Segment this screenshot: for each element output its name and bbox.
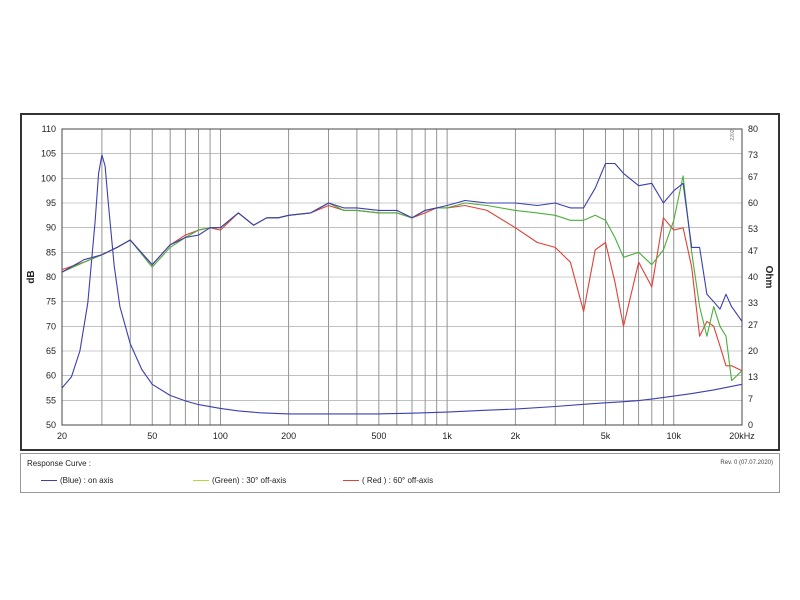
x-tick-label: 20 — [57, 431, 67, 441]
legend-swatch-green — [193, 480, 209, 481]
y2-tick-label: 7 — [748, 394, 753, 404]
legend-label-blue: (Blue) : on axis — [60, 476, 114, 485]
legend-swatch-red — [343, 480, 359, 481]
y-tick-label: 75 — [46, 297, 56, 307]
x-tick-label: 200 — [281, 431, 296, 441]
x-tick-label: 2k — [511, 431, 521, 441]
y2-note-label: 2202 — [730, 129, 736, 140]
legend-item-red: ( Red ) : 60° off-axis — [343, 476, 433, 485]
y2-tick-label: 73 — [748, 150, 758, 160]
y-tick-label: 95 — [46, 198, 56, 208]
x-tick-label: 20kHz — [729, 431, 755, 441]
y-tick-label: 60 — [46, 371, 56, 381]
y2-tick-label: 27 — [748, 320, 758, 330]
series-line-blue — [61, 162, 743, 322]
y2-tick-label: 67 — [748, 172, 758, 182]
y-axis-label: dB — [26, 270, 37, 283]
y-tick-label: 50 — [46, 420, 56, 430]
series-line-red — [61, 204, 743, 372]
legend-swatch-blue — [41, 480, 57, 481]
y2-tick-label: 80 — [748, 124, 758, 134]
plot-area-border — [61, 128, 743, 426]
x-tick-label: 10k — [667, 431, 682, 441]
legend-item-blue: (Blue) : on axis — [41, 476, 113, 485]
legend-item-green: (Green) : 30° off-axis — [193, 476, 286, 485]
y2-tick-label: 60 — [748, 198, 758, 208]
legend-label-green: (Green) : 30° off-axis — [212, 476, 287, 485]
y2-tick-label: 40 — [748, 272, 758, 282]
y-tick-label: 90 — [46, 223, 56, 233]
y-tick-label: 85 — [46, 247, 56, 257]
y-tick-label: 100 — [41, 173, 56, 183]
frequency-response-chart: 50 55 60 65 70 75 80 85 90 95 100 105 110 0 7 13 20 27 33 4… — [26, 124, 774, 441]
y-tick-label: 70 — [46, 321, 56, 331]
y2-tick-label: 20 — [748, 346, 758, 356]
y2-axis-label: Ohm — [763, 266, 774, 289]
y-tick-label: 105 — [41, 149, 56, 159]
series-line-impedance — [61, 154, 743, 415]
x-tick-label: 50 — [147, 431, 157, 441]
y-tick-label: 65 — [46, 346, 56, 356]
x-tick-label: 5k — [601, 431, 611, 441]
y2-tick-label: 0 — [748, 420, 753, 430]
y2-tick-label: 53 — [748, 224, 758, 234]
legend-title: Response Curve : — [27, 459, 92, 468]
chart-frame: 50 55 60 65 70 75 80 85 90 95 100 105 110 0 7 13 20 27 33 4… — [20, 113, 780, 451]
y2-tick-label: 13 — [748, 372, 758, 382]
y2-tick-label: 47 — [748, 246, 758, 256]
x-tick-label: 100 — [213, 431, 228, 441]
x-tick-label: 500 — [371, 431, 386, 441]
series-line-green — [61, 175, 743, 382]
legend: Response Curve : Rev. 0 (07.07.2020) (Bl… — [20, 453, 780, 493]
y-tick-label: 80 — [46, 272, 56, 282]
y2-tick-label: 33 — [748, 298, 758, 308]
y-tick-label: 110 — [42, 124, 56, 134]
revision-label: Rev. 0 (07.07.2020) — [720, 460, 773, 466]
x-tick-label: 1k — [442, 431, 452, 441]
y-tick-label: 55 — [46, 395, 56, 405]
legend-label-red: ( Red ) : 60° off-axis — [362, 476, 434, 485]
